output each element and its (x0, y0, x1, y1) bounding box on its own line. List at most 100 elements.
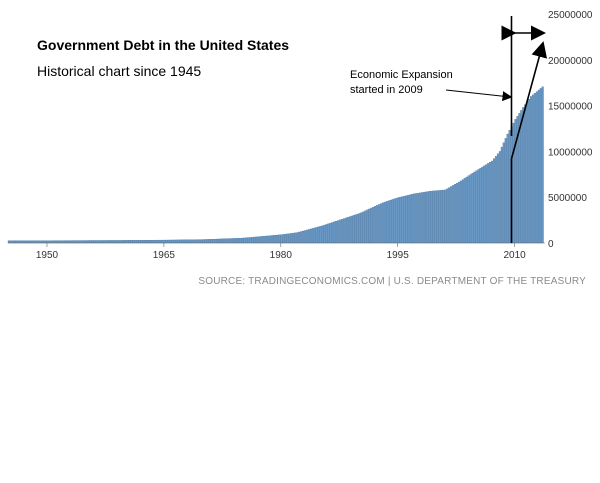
debt-bar (134, 240, 137, 244)
debt-bar (475, 170, 478, 244)
debt-bar (132, 240, 135, 244)
debt-bar (512, 122, 515, 244)
debt-bar (95, 240, 98, 244)
debt-bar (531, 94, 534, 244)
debt-bar (263, 236, 266, 244)
debt-bar (83, 240, 86, 244)
debt-bar (537, 89, 540, 244)
debt-bar (89, 240, 92, 244)
debt-bar (374, 206, 377, 244)
debt-bar (231, 238, 234, 244)
debt-bar (457, 181, 460, 244)
y-tick-label: 5000000 (548, 193, 587, 204)
debt-bar (533, 93, 536, 244)
debt-bar (249, 237, 252, 244)
debt-bar (109, 240, 112, 244)
debt-bar (498, 151, 501, 244)
debt-bar (440, 190, 443, 244)
debt-bar (526, 101, 529, 244)
debt-bar (313, 227, 316, 244)
debt-bar (342, 218, 345, 244)
debt-bar (78, 240, 80, 244)
debt-bar (128, 240, 131, 244)
debt-bar (70, 240, 73, 244)
x-tick-label: 1950 (36, 250, 59, 261)
debt-bar (393, 198, 396, 244)
debt-bar (455, 182, 458, 244)
debt-bar (72, 240, 75, 244)
debt-bar (424, 191, 427, 244)
debt-bar (52, 240, 55, 244)
debt-bar (442, 189, 445, 244)
debt-bar (138, 240, 141, 244)
debt-bar (272, 235, 275, 244)
debt-bar (403, 195, 406, 244)
debt-bar (463, 178, 466, 244)
debt-bar (148, 240, 151, 244)
debt-bar (409, 194, 412, 244)
debt-bar (21, 240, 24, 244)
debt-bar (319, 226, 322, 244)
debt-bar (471, 173, 474, 244)
debt-bar (459, 180, 462, 244)
debt-bar (489, 162, 492, 244)
debt-bar (494, 156, 497, 244)
debt-bar (506, 133, 509, 244)
debt-bar (79, 240, 82, 244)
debt-bar (237, 238, 240, 244)
debt-bar (452, 185, 455, 244)
debt-bar (485, 164, 488, 244)
debt-bar (13, 240, 16, 244)
debt-bar (64, 240, 67, 244)
debt-bar (477, 169, 480, 244)
debt-bar (329, 222, 332, 244)
debt-bar (265, 235, 268, 244)
debt-bar-chart: 1950 1965 1980 1995 2010 0 5000000 10000000 150… (7, 10, 593, 261)
debt-bar (381, 202, 384, 244)
debt-bar (15, 240, 18, 244)
debt-bar (155, 239, 158, 244)
x-tick-label: 2010 (503, 250, 526, 261)
debt-bar (251, 237, 254, 244)
debt-bar (530, 96, 532, 244)
debt-bar (91, 240, 94, 244)
debt-bar (362, 211, 365, 244)
debt-bar (261, 236, 264, 244)
debt-bar (233, 238, 236, 244)
debt-bar (514, 119, 517, 244)
y-tick-label: 0 (548, 239, 554, 250)
debt-bar (48, 240, 51, 244)
debt-bar (179, 239, 182, 244)
debt-bar (346, 217, 349, 244)
debt-bar (413, 193, 416, 244)
debt-bar (257, 236, 260, 244)
debt-bar (292, 232, 295, 244)
x-tick-label: 1965 (153, 250, 176, 261)
debt-bar (210, 239, 213, 244)
debt-bar (422, 192, 425, 244)
debt-bar (191, 239, 193, 244)
debt-bar (397, 197, 400, 244)
debt-bar (107, 240, 110, 244)
debt-bar (467, 175, 470, 244)
debt-bar (481, 166, 484, 244)
debt-bar (282, 234, 285, 244)
debt-bar (144, 240, 147, 244)
debt-bar (196, 239, 199, 244)
debt-bar (378, 204, 381, 244)
debt-bar (259, 236, 262, 244)
debt-bar (493, 158, 495, 244)
debt-bar (169, 239, 172, 244)
debt-bar (432, 190, 435, 244)
debt-bar (337, 220, 340, 244)
y-tick-label: 25000000 (548, 10, 593, 21)
debt-bar (305, 229, 308, 244)
debt-bar (383, 201, 386, 244)
debt-bar (228, 238, 230, 244)
debt-bar (56, 240, 59, 244)
chart-subtitle: Historical chart since 1945 (37, 63, 202, 79)
debt-bar (206, 239, 209, 244)
debt-bar (364, 210, 367, 244)
debt-bar (212, 238, 215, 244)
debt-bar (60, 240, 63, 244)
